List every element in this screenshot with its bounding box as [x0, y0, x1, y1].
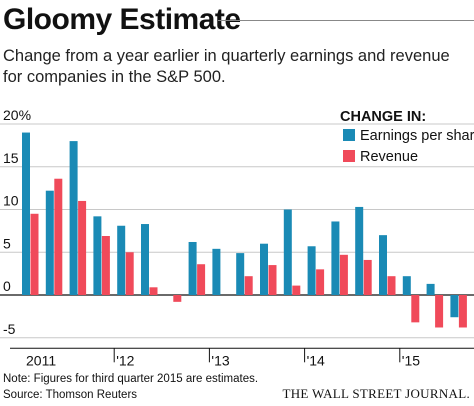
- bar-earnings: [117, 225, 126, 295]
- y-tick-label: 20%: [3, 107, 31, 123]
- chart-subtitle: Change from a year earlier in quarterly …: [3, 47, 450, 86]
- legend-label-revenue: Revenue: [360, 149, 418, 165]
- bar-earnings: [402, 276, 411, 295]
- title-rule: [218, 20, 474, 21]
- bar-earnings: [283, 209, 292, 295]
- bar-earnings: [331, 221, 340, 295]
- bar-revenue: [244, 276, 253, 295]
- bar-earnings: [426, 283, 435, 295]
- bar-revenue: [78, 200, 87, 295]
- bar-revenue: [268, 265, 277, 295]
- source-line: Source: Thomson Reuters: [3, 389, 138, 401]
- bar-revenue: [339, 254, 348, 295]
- legend-swatch-revenue: [343, 150, 355, 162]
- bar-earnings: [22, 132, 30, 295]
- chart-title: Gloomy Estimate: [3, 3, 241, 36]
- y-tick-label: 5: [3, 235, 11, 251]
- y-tick-label: 10: [3, 193, 19, 209]
- bar-earnings: [93, 216, 102, 295]
- bar-earnings: [212, 248, 221, 295]
- bar-revenue: [149, 287, 158, 295]
- legend: CHANGE IN: Earnings per share Revenue: [340, 109, 474, 165]
- bars: [22, 132, 467, 328]
- legend-label-earnings: Earnings per share: [360, 128, 474, 144]
- bar-earnings: [450, 295, 459, 318]
- bar-earnings: [355, 206, 364, 295]
- bar-revenue: [458, 295, 467, 328]
- bar-revenue: [125, 252, 134, 295]
- bar-revenue: [30, 213, 39, 295]
- y-tick-label: -5: [3, 321, 16, 337]
- bar-earnings: [45, 190, 54, 295]
- y-tick-label: 0: [3, 278, 11, 294]
- bar-earnings: [188, 241, 197, 295]
- y-tick-label: 15: [3, 150, 19, 166]
- bar-revenue: [363, 259, 372, 295]
- bar-earnings: [69, 141, 78, 295]
- bar-revenue: [173, 295, 182, 302]
- x-tick-label: '15: [402, 352, 420, 368]
- legend-title: CHANGE IN:: [340, 109, 426, 125]
- x-tick-label: '14: [307, 352, 325, 368]
- legend-swatch-earnings: [343, 129, 355, 141]
- bar-earnings: [379, 235, 387, 295]
- bar-revenue: [411, 295, 420, 323]
- x-tick-label: '12: [116, 352, 134, 368]
- bar-revenue: [101, 236, 110, 295]
- x-axis: 2011 '12 '13 '14 '15: [10, 347, 474, 368]
- bar-earnings: [307, 246, 316, 295]
- footnote: Note: Figures for third quarter 2015 are…: [3, 373, 259, 385]
- x-tick-label: '13: [211, 352, 229, 368]
- bar-revenue: [387, 276, 396, 295]
- bar-revenue: [435, 295, 444, 328]
- publisher-logo: THE WALL STREET JOURNAL.: [282, 386, 470, 401]
- bar-earnings: [141, 224, 149, 295]
- bar-earnings: [236, 253, 245, 295]
- x-tick-label: 2011: [26, 352, 56, 368]
- bar-revenue: [54, 178, 63, 295]
- bar-revenue: [292, 285, 301, 295]
- bar-revenue: [316, 269, 325, 295]
- bar-revenue: [197, 264, 206, 295]
- bar-earnings: [260, 243, 268, 295]
- y-axis-ticks: 20% 15 10 5 0 -5: [3, 107, 31, 337]
